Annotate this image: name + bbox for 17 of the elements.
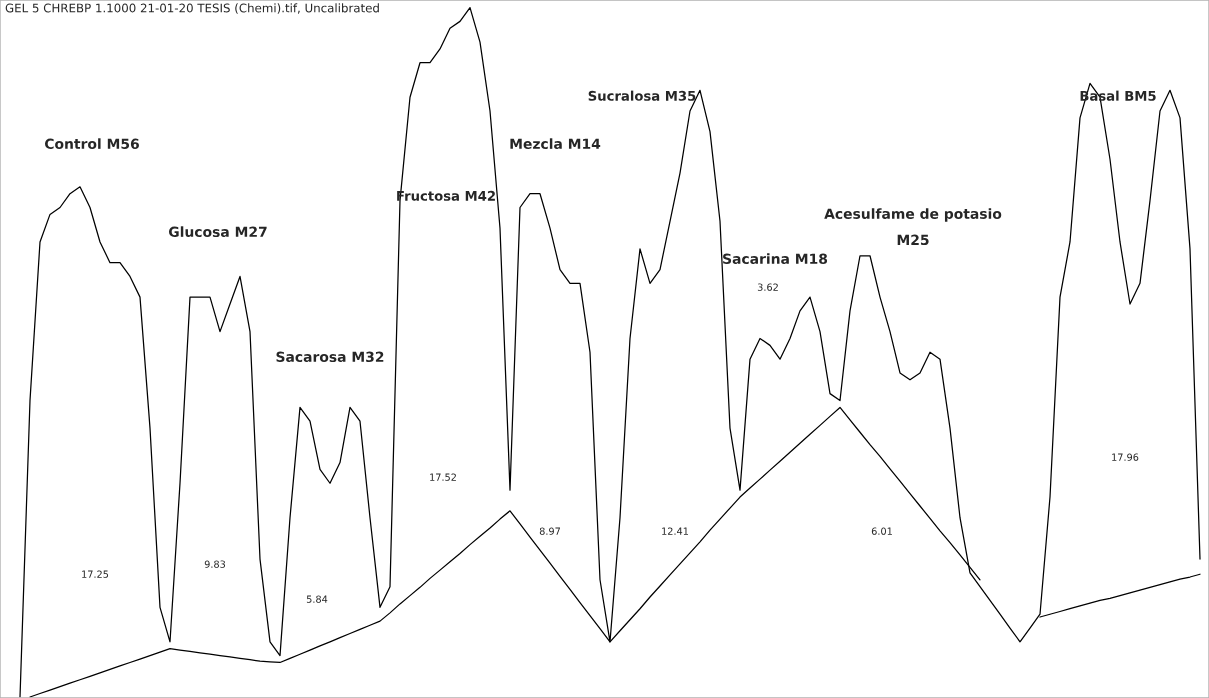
annotation: 9.83 — [204, 560, 226, 568]
annotation: 12.41 — [662, 527, 689, 535]
annotation: 8.97 — [539, 527, 560, 535]
annotation: Mezcla M14 — [510, 138, 601, 150]
annotation: Sacarina M18 — [723, 253, 828, 265]
annotation: Sucralosa M35 — [588, 90, 696, 101]
annotation: 5.84 — [306, 595, 328, 603]
annotation: 17.96 — [1112, 453, 1139, 461]
annotation: Control M56 — [44, 138, 139, 150]
annotation: GEL 5 CHREBP 1.1000 21-01-20 TESIS (Chemi).tif, Uncalibrated — [5, 3, 379, 14]
annotation: 17.25 — [82, 570, 109, 578]
annotation: Acesulfame de potasio M25 — [824, 208, 1002, 246]
annotation: 17.52 — [430, 473, 456, 481]
annotation: Sacarosa M32 — [276, 351, 384, 363]
annotation: Glucosa M27 — [168, 226, 267, 238]
annotation: 3.62 — [757, 283, 778, 291]
annotation: 6.01 — [871, 527, 892, 535]
